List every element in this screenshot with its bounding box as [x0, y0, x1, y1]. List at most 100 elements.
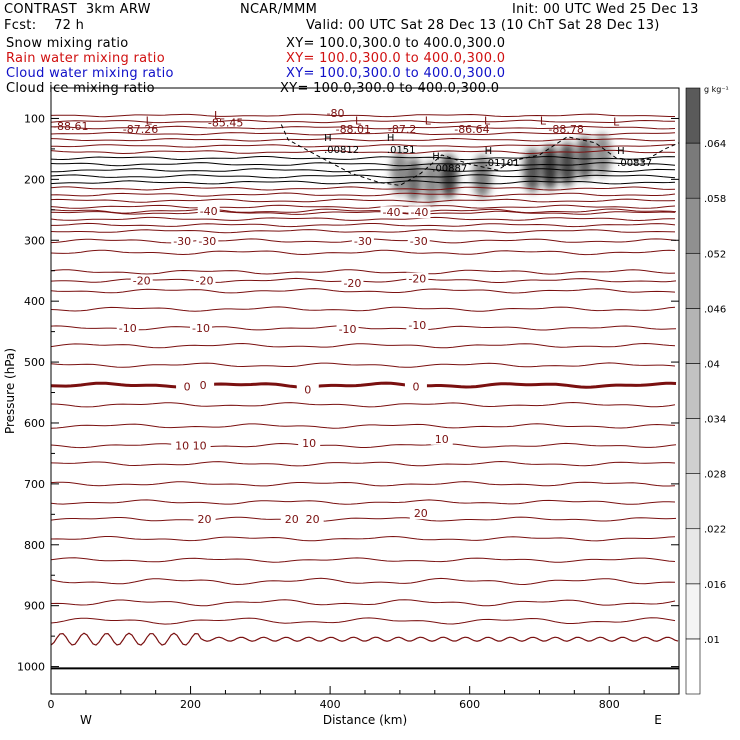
isotherm-label-20-0: 20: [198, 513, 212, 526]
isotherm-label-10-3: 10: [435, 433, 449, 446]
contour-line-7: [51, 423, 676, 429]
contour-line-2: [51, 288, 676, 294]
low-marker-3: L: [425, 114, 432, 127]
upper-contour-15: [51, 204, 676, 209]
contour-line-12: [51, 557, 676, 563]
isotherm-label-bg: [188, 439, 211, 452]
y-tick-label-100: 100: [24, 112, 45, 125]
colorbar-segment-5: [685, 363, 701, 419]
isotherm-label--10-3: -10: [408, 319, 426, 332]
x-axis-label: Distance (km): [323, 713, 407, 727]
upper-contour-14: [51, 198, 676, 203]
isotherm-label-bg: [351, 234, 374, 247]
y-tick-label-500: 500: [24, 356, 45, 369]
temperature-contours: [51, 113, 679, 670]
isotherm-label-10-1: 10: [193, 440, 207, 453]
isotherm--40: [51, 208, 677, 214]
colorbar-segment-0: [685, 638, 701, 695]
upper-contour-0: [51, 113, 675, 118]
high-marker-3: H: [485, 146, 493, 157]
contour-line-4: [51, 342, 676, 349]
forecast-label: Fcst:: [4, 18, 37, 33]
upper-value-5: -87.2: [388, 123, 416, 136]
low-marker-2: L: [355, 114, 362, 127]
isotherm-label-bg: [404, 380, 427, 393]
contour-line-15: [51, 617, 676, 625]
isotherm-label-bg: [408, 206, 431, 219]
isotherm-label--30-1: -30: [198, 235, 216, 248]
colorbar-level-8: .058: [704, 194, 726, 205]
isotherm-label-10-0: 10: [175, 440, 189, 453]
legend-cloud-water-label: Cloud water mixing ratio: [6, 66, 174, 81]
colorbar-level-0: .01: [704, 635, 720, 646]
isotherm-label-bg: [298, 437, 321, 450]
y-tick-label-1000: 1000: [17, 661, 45, 674]
colorbar-segment-7: [685, 252, 701, 309]
isotherm-label-bg: [116, 321, 139, 334]
colorbar-level-6: .046: [704, 304, 726, 315]
isotherm-label-0-2: 0: [304, 383, 311, 396]
low-marker-0: L: [146, 114, 153, 127]
isotherm-0: [51, 381, 677, 389]
isotherm-label-bg: [193, 513, 216, 526]
isotherm--20: [51, 277, 677, 283]
high-value-1: .0151: [387, 145, 416, 156]
y-axis-label: Pressure (hPa): [3, 348, 17, 434]
colorbar-level-2: .022: [704, 525, 726, 536]
model-name: 3km ARW: [85, 2, 151, 17]
colorbar-segment-4: [685, 418, 701, 474]
colorbar-level-4: .034: [704, 415, 726, 426]
upper-value-1: -87.26: [123, 123, 158, 136]
isotherm-label--30-2: -30: [354, 235, 372, 248]
colorbar-segment-10: [685, 87, 701, 144]
x-tick-label-0: 0: [48, 698, 55, 711]
contour-line-5: [51, 362, 676, 368]
isotherm-label-bg: [406, 318, 429, 331]
colorbar-level-7: .052: [704, 249, 726, 260]
isotherm-label-0-0: 0: [184, 380, 191, 393]
isotherm-label-bg: [192, 379, 215, 392]
contour-line-14: [51, 599, 676, 607]
upper-contour-9: [51, 168, 676, 173]
center-name: NCAR/MMM: [240, 2, 318, 17]
colorbar-level-5: .04: [704, 359, 720, 370]
isotherm-label-bg: [190, 321, 213, 334]
isotherm-20: [51, 516, 677, 522]
isotherm-label--20-0: -20: [133, 274, 151, 287]
y-tick-label-700: 700: [24, 478, 45, 491]
colorbar: .01 .016 .022 .028 .034 .04 .046 .052 .058 .064 g …: [685, 85, 729, 695]
colorbar-unit: g kg⁻¹: [704, 85, 729, 94]
upper-value-7: -88.78: [548, 123, 583, 136]
y-tick-label-300: 300: [24, 234, 45, 247]
isotherm-label-0-3: 0: [412, 380, 419, 393]
low-marker-5: L: [540, 114, 547, 127]
colorbar-segment-9: [685, 142, 701, 199]
upper-contour-10: [51, 174, 676, 179]
isotherm-label-bg: [171, 234, 194, 247]
snow-maximum-5: [523, 148, 542, 193]
isotherm-label-bg: [336, 323, 359, 336]
high-marker-0: H: [324, 133, 332, 144]
x-tick-label-800: 800: [599, 698, 620, 711]
isotherm-label-bg: [430, 432, 453, 445]
colorbar-level-1: .016: [704, 580, 726, 591]
high-value-4: .00837: [617, 158, 652, 169]
isotherm-label--10-0: -10: [119, 322, 137, 335]
contour-line-9: [51, 481, 676, 487]
forecast-hour: Fcst: 72 h: [4, 18, 84, 33]
contour-labels: 0 0 0 0-10 -10 -10 -10-20 -20 -20 -20-30 -30 -30 -30…: [53, 107, 652, 526]
project-title: CONTRAST 3km ARW: [4, 2, 151, 17]
isotherm-label-bg: [296, 383, 319, 396]
legend-rain-xy: XY= 100.0,300.0 to 400.0,300.0: [286, 51, 506, 66]
snow-maximum-1: [404, 157, 423, 202]
contour-line-10: [51, 499, 676, 505]
y-tick-label-800: 800: [24, 539, 45, 552]
upper-value-0: -88.61: [53, 120, 88, 133]
isotherm-label-bg: [196, 234, 219, 247]
upper-contour-4: [51, 137, 676, 142]
legend-cloud-water-xy: XY= 100.0,300.0 to 400.0,300.0: [286, 66, 506, 81]
isotherm-label-20-2: 20: [306, 513, 320, 526]
isotherm-label--20-2: -20: [343, 277, 361, 290]
